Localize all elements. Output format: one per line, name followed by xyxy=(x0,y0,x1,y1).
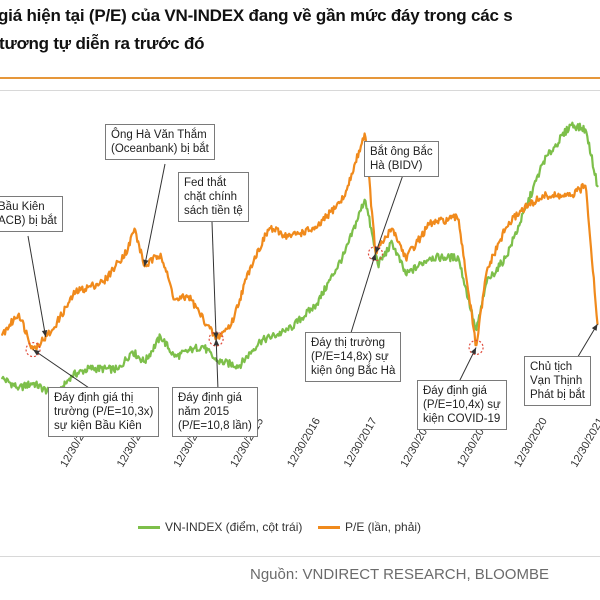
title-divider xyxy=(0,77,600,79)
x-tick-label: 12/30/2021 xyxy=(569,416,600,470)
callout-fed-tightening: Fed thắt chặt chính sách tiền tệ xyxy=(178,172,249,222)
callout-line: Fed thắt xyxy=(184,177,227,189)
callout-line: ACB) bị bắt xyxy=(0,215,57,227)
callout-line: kiện COVID-19 xyxy=(423,413,501,425)
callout-arrowhead xyxy=(375,246,381,254)
callout-bottom-bau-kien: Đáy định giá thị trường (P/E=10,3x) sự k… xyxy=(48,387,160,437)
callout-line: (P/E=10,4x) sự xyxy=(423,399,501,411)
callout-arrowhead xyxy=(370,253,377,261)
callout-line: Đáy thị trường xyxy=(311,337,386,349)
bottom-marker xyxy=(367,246,384,262)
callout-bottom-2015: Đáy định giá năm 2015 (P/E=10,8 lần) xyxy=(172,387,258,437)
callout-line: năm 2015 xyxy=(178,406,230,418)
callout-arrow xyxy=(27,235,47,337)
callout-line: (Oceanbank) bị bắt xyxy=(111,143,209,155)
pe-line xyxy=(1,132,599,351)
callout-bau-kien-event: Bầu Kiên ACB) bị bắt xyxy=(0,196,63,232)
callout-arrowhead xyxy=(213,338,220,346)
x-tick-label: 12/30/2017 xyxy=(342,416,380,470)
chart-title-line-1: giá hiện tại (P/E) của VN-INDEX đang về … xyxy=(0,6,513,25)
callout-bac-ha: Bắt ông Bắc Hà (BIDV) xyxy=(364,141,439,177)
bottom-marker xyxy=(468,339,484,356)
callout-line: sách tiền tệ xyxy=(184,205,243,217)
x-tick-label: 12/30/2016 xyxy=(285,416,323,470)
callout-arrow xyxy=(144,163,166,267)
vnindex-line xyxy=(1,121,599,399)
legend-vnindex: VN-INDEX (điểm, cột trái) xyxy=(138,520,302,534)
callout-arrowhead xyxy=(143,259,149,267)
callout-arrowhead xyxy=(213,332,219,339)
x-tick-label: 12/30/2020 xyxy=(512,416,550,470)
legend-pe-swatch xyxy=(318,525,340,529)
callout-arrowhead xyxy=(41,330,48,337)
callout-arrow xyxy=(32,349,93,391)
callout-van-thinh-phat: Chủ tịch Vạn Thịnh Phát bị bắt xyxy=(524,356,591,406)
callout-line: sự kiện Bầu Kiên xyxy=(54,420,142,432)
callout-line: Chủ tịch xyxy=(530,361,573,373)
callout-line: trường (P/E=10,3x) xyxy=(54,406,154,418)
callout-line: Ông Hà Văn Thắm xyxy=(111,129,207,141)
callout-arrowhead xyxy=(591,324,598,331)
callout-arrow xyxy=(215,338,219,391)
legend-vnindex-label: VN-INDEX (điểm, cột trái) xyxy=(165,520,303,534)
callout-arrow xyxy=(211,221,217,339)
legend-pe: P/E (lần, phải) xyxy=(318,520,421,534)
callout-arrow xyxy=(457,347,477,385)
legend-vnindex-swatch xyxy=(138,525,160,529)
callout-ha-van-tham: Ông Hà Văn Thắm (Oceanbank) bị bắt xyxy=(105,124,215,160)
callout-line: Đáy định giá xyxy=(423,385,487,397)
callout-line: Đáy định giá xyxy=(178,392,242,404)
callout-arrowhead xyxy=(470,347,477,355)
source-note: Nguồn: VNDIRECT RESEARCH, BLOOMBE xyxy=(250,566,549,583)
chart-frame xyxy=(0,90,600,557)
callout-line: Bầu Kiên xyxy=(0,201,45,213)
bottom-marker xyxy=(25,342,41,358)
callout-line: Bắt ông Bắc xyxy=(370,146,433,158)
callout-line: (P/E=14,8x) sự xyxy=(311,351,389,363)
legend-pe-label: P/E (lần, phải) xyxy=(345,520,422,534)
chart-title-line-2: tương tự diễn ra trước đó xyxy=(0,34,205,53)
callout-bottom-covid: Đáy định giá (P/E=10,4x) sự kiện COVID-1… xyxy=(417,380,507,430)
callout-arrowhead xyxy=(33,349,40,356)
chart-plot: 12/30/2012 12/30/2013 12/30/2014 12/30/2015… xyxy=(1,121,600,470)
callout-arrow xyxy=(349,253,376,337)
callout-line: (P/E=10,8 lần) xyxy=(178,420,252,432)
callout-arrow xyxy=(575,323,598,361)
callout-line: Hà (BIDV) xyxy=(370,160,423,172)
callout-bottom-bac-ha: Đáy thị trường (P/E=14,8x) sự kiện ông B… xyxy=(305,332,402,382)
callout-line: Vạn Thịnh xyxy=(530,375,583,387)
callout-arrow xyxy=(374,171,405,254)
callout-line: chặt chính xyxy=(184,191,238,203)
callout-line: Đáy định giá thị xyxy=(54,392,134,404)
callout-line: kiện ông Bắc Hà xyxy=(311,365,396,377)
callout-line: Phát bị bắt xyxy=(530,389,585,401)
